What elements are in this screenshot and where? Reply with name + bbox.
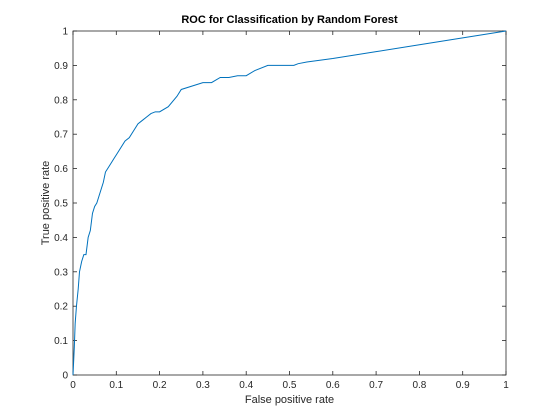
y-tick-label: 1 (62, 27, 68, 38)
y-tick-label: 0.4 (54, 233, 68, 244)
roc-curve (72, 30, 507, 376)
plot-area (72, 30, 507, 376)
x-tick-label: 0.6 (326, 380, 340, 391)
x-tick-label: 0 (70, 380, 76, 391)
x-tick-label: 0.7 (369, 380, 383, 391)
y-tick-label: 0.6 (54, 164, 68, 175)
y-tick-label: 0.8 (54, 95, 68, 106)
y-tick-label: 0.3 (54, 267, 68, 278)
x-tick-label: 0.2 (153, 380, 167, 391)
x-tick-label: 0.1 (109, 380, 123, 391)
axis-tick-labels: 0 0.1 0.2 0.3 0.4 0.5 0.6 0.7 0.8 0.9 1 0 0.1 0.2 0.3 0… (54, 27, 509, 392)
x-tick-label: 0.3 (196, 380, 210, 391)
x-tick-label: 0.9 (456, 380, 470, 391)
x-tick-label: 1 (503, 380, 509, 391)
y-tick-label: 0.9 (54, 61, 68, 72)
y-tick-label: 0.7 (54, 130, 68, 141)
y-tick-label: 0.2 (54, 302, 68, 313)
y-tick-label: 0 (62, 371, 68, 382)
y-tick-label: 0.1 (54, 336, 68, 347)
x-tick-label: 0.4 (239, 380, 253, 391)
y-axis-label: True positive rate (40, 161, 52, 246)
x-axis-label: False positive rate (245, 394, 334, 406)
chart-title: ROC for Classification by Random Forest (181, 14, 398, 26)
y-tick-label: 0.5 (54, 199, 68, 210)
x-tick-label: 0.8 (412, 380, 426, 391)
x-tick-label: 0.5 (283, 380, 297, 391)
